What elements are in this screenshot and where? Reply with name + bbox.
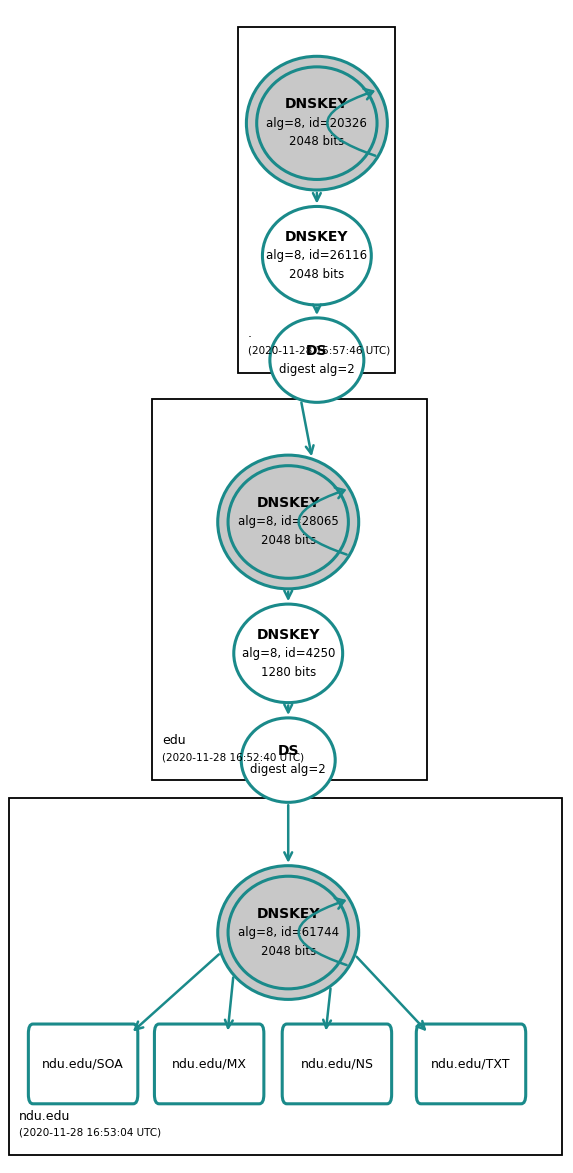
Text: alg=8, id=61744: alg=8, id=61744 — [238, 925, 339, 940]
Ellipse shape — [246, 56, 387, 190]
Text: 2048 bits: 2048 bits — [289, 135, 344, 149]
Text: .: . — [248, 327, 252, 340]
FancyBboxPatch shape — [154, 1024, 264, 1104]
FancyBboxPatch shape — [416, 1024, 526, 1104]
Text: alg=8, id=26116: alg=8, id=26116 — [266, 249, 367, 263]
FancyBboxPatch shape — [28, 1024, 138, 1104]
Text: alg=8, id=20326: alg=8, id=20326 — [266, 116, 367, 130]
FancyArrowPatch shape — [299, 899, 347, 965]
Text: alg=8, id=4250: alg=8, id=4250 — [242, 646, 335, 660]
Text: ndu.edu/SOA: ndu.edu/SOA — [42, 1057, 124, 1071]
Text: DNSKEY: DNSKEY — [257, 628, 320, 642]
Ellipse shape — [228, 466, 348, 578]
Text: DNSKEY: DNSKEY — [285, 97, 348, 111]
Text: (2020-11-28 16:52:40 UTC): (2020-11-28 16:52:40 UTC) — [162, 752, 304, 762]
Text: digest alg=2: digest alg=2 — [279, 362, 355, 377]
Ellipse shape — [262, 206, 371, 305]
Ellipse shape — [234, 604, 343, 703]
Text: 2048 bits: 2048 bits — [289, 267, 344, 282]
Ellipse shape — [218, 866, 359, 999]
FancyBboxPatch shape — [282, 1024, 392, 1104]
Text: DS: DS — [306, 344, 328, 358]
Ellipse shape — [257, 67, 377, 179]
Ellipse shape — [241, 718, 335, 802]
FancyArrowPatch shape — [327, 89, 375, 156]
Ellipse shape — [270, 318, 364, 402]
FancyBboxPatch shape — [238, 27, 395, 373]
Text: DNSKEY: DNSKEY — [257, 496, 320, 510]
Ellipse shape — [228, 876, 348, 989]
Text: ndu.edu/TXT: ndu.edu/TXT — [431, 1057, 511, 1071]
Text: (2020-11-28 16:53:04 UTC): (2020-11-28 16:53:04 UTC) — [19, 1127, 161, 1138]
Text: DNSKEY: DNSKEY — [285, 230, 348, 244]
Text: ndu.edu/NS: ndu.edu/NS — [300, 1057, 374, 1071]
FancyBboxPatch shape — [9, 798, 562, 1155]
Text: 2048 bits: 2048 bits — [261, 534, 316, 548]
Text: digest alg=2: digest alg=2 — [250, 762, 326, 777]
Text: DNSKEY: DNSKEY — [257, 907, 320, 921]
FancyArrowPatch shape — [299, 488, 347, 555]
Ellipse shape — [218, 455, 359, 589]
Text: alg=8, id=28065: alg=8, id=28065 — [238, 515, 339, 529]
FancyBboxPatch shape — [152, 399, 427, 780]
Text: DS: DS — [277, 744, 299, 758]
Text: ndu.edu/MX: ndu.edu/MX — [172, 1057, 246, 1071]
Text: ndu.edu: ndu.edu — [19, 1110, 70, 1123]
Text: (2020-11-28 15:57:46 UTC): (2020-11-28 15:57:46 UTC) — [248, 345, 390, 355]
Text: 2048 bits: 2048 bits — [261, 944, 316, 958]
Text: edu: edu — [162, 734, 186, 747]
Text: 1280 bits: 1280 bits — [261, 665, 316, 679]
